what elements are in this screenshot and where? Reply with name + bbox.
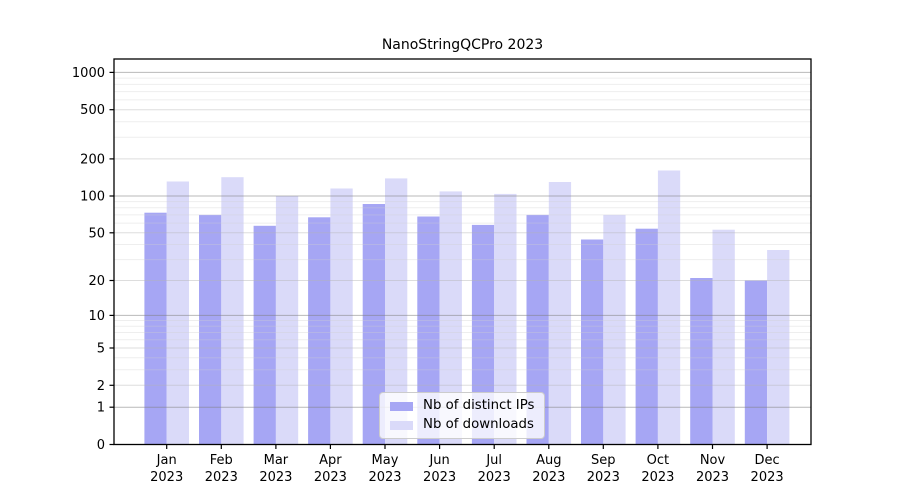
x-tick-label-month: Jun: [428, 453, 449, 468]
x-tick-label-month: Dec: [755, 453, 780, 468]
plot-frame: [113, 58, 812, 446]
legend-label-distinct-ips: Nb of distinct IPs: [423, 398, 535, 413]
x-tick-label-month: Mar: [264, 453, 289, 468]
y-tick-label: 5: [97, 342, 105, 357]
x-tick-label-month: Feb: [210, 453, 233, 468]
legend: Nb of distinct IPs Nb of downloads: [379, 392, 546, 439]
bar-nov-distinct-ips: [690, 278, 713, 445]
y-tick-label: 1000: [72, 66, 105, 81]
bar-sep-downloads: [603, 214, 626, 445]
x-tick-label-year: 2023: [696, 470, 729, 485]
x-tick-label-year: 2023: [587, 470, 620, 485]
y-tick-label: 100: [80, 190, 105, 205]
x-tick-label-year: 2023: [150, 470, 183, 485]
bar-dec-downloads: [767, 250, 790, 445]
x-tick-label-year: 2023: [205, 470, 238, 485]
bar-aug-distinct-ips: [526, 214, 549, 445]
legend-swatch-distinct-ips: [390, 401, 413, 411]
x-tick-label-year: 2023: [423, 470, 456, 485]
bar-jul-distinct-ips: [471, 224, 495, 445]
bar-jan-downloads: [166, 181, 189, 445]
y-tick-label: 2: [97, 379, 105, 394]
x-tick-label-year: 2023: [314, 470, 347, 485]
bar-oct-downloads: [657, 170, 681, 445]
x-tick-label-year: 2023: [751, 470, 784, 485]
x-tick-label-month: Jul: [485, 453, 502, 468]
bar-sep-distinct-ips: [581, 239, 604, 445]
legend-label-downloads: Nb of downloads: [423, 417, 534, 432]
x-tick-label-year: 2023: [368, 470, 401, 485]
bar-feb-downloads: [221, 177, 244, 445]
x-tick-label-month: Nov: [700, 453, 726, 468]
x-tick-label-month: Aug: [536, 453, 561, 468]
bar-jul-downloads: [494, 193, 517, 445]
x-tick-label-month: Apr: [319, 453, 342, 468]
x-tick-label-year: 2023: [532, 470, 565, 485]
bar-jan-distinct-ips: [144, 212, 167, 445]
x-tick-label-year: 2023: [259, 470, 292, 485]
x-tick-label-month: Oct: [647, 453, 669, 468]
y-tick-label: 10: [88, 309, 105, 324]
y-tick-label: 1: [97, 401, 105, 416]
bar-jun-downloads: [439, 191, 462, 445]
bar-mar-downloads: [275, 196, 299, 445]
x-tick-label-month: Jan: [156, 453, 177, 468]
bar-jun-distinct-ips: [417, 216, 440, 445]
y-tick-label: 200: [80, 152, 105, 167]
y-tick-label: 20: [88, 274, 105, 289]
bar-dec-distinct-ips: [744, 280, 768, 445]
x-tick-label-month: Sep: [591, 453, 616, 468]
bar-oct-distinct-ips: [635, 228, 658, 445]
bar-apr-downloads: [330, 188, 353, 445]
x-tick-label-month: May: [372, 453, 399, 468]
bar-nov-downloads: [712, 229, 735, 445]
bar-may-downloads: [385, 178, 408, 445]
legend-swatch-downloads: [390, 420, 413, 430]
x-tick-label-year: 2023: [478, 470, 511, 485]
y-tick-label: 50: [88, 226, 105, 241]
bar-may-distinct-ips: [362, 204, 385, 445]
bar-mar-distinct-ips: [253, 225, 276, 445]
y-tick-label: 500: [80, 103, 105, 118]
bar-aug-downloads: [548, 182, 572, 445]
legend-item-distinct-ips: Nb of distinct IPs: [390, 398, 534, 414]
legend-item-downloads: Nb of downloads: [390, 417, 534, 433]
bar-apr-distinct-ips: [308, 217, 331, 445]
y-tick-label: 0: [97, 438, 105, 453]
bar-feb-distinct-ips: [199, 214, 222, 445]
chart-title: NanoStringQCPro 2023: [381, 37, 544, 53]
x-tick-label-year: 2023: [641, 470, 674, 485]
